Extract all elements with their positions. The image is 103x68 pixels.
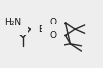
Text: B: B	[39, 25, 45, 34]
Text: O: O	[49, 18, 56, 27]
Text: H₂N: H₂N	[4, 18, 21, 27]
Text: O: O	[49, 31, 56, 40]
